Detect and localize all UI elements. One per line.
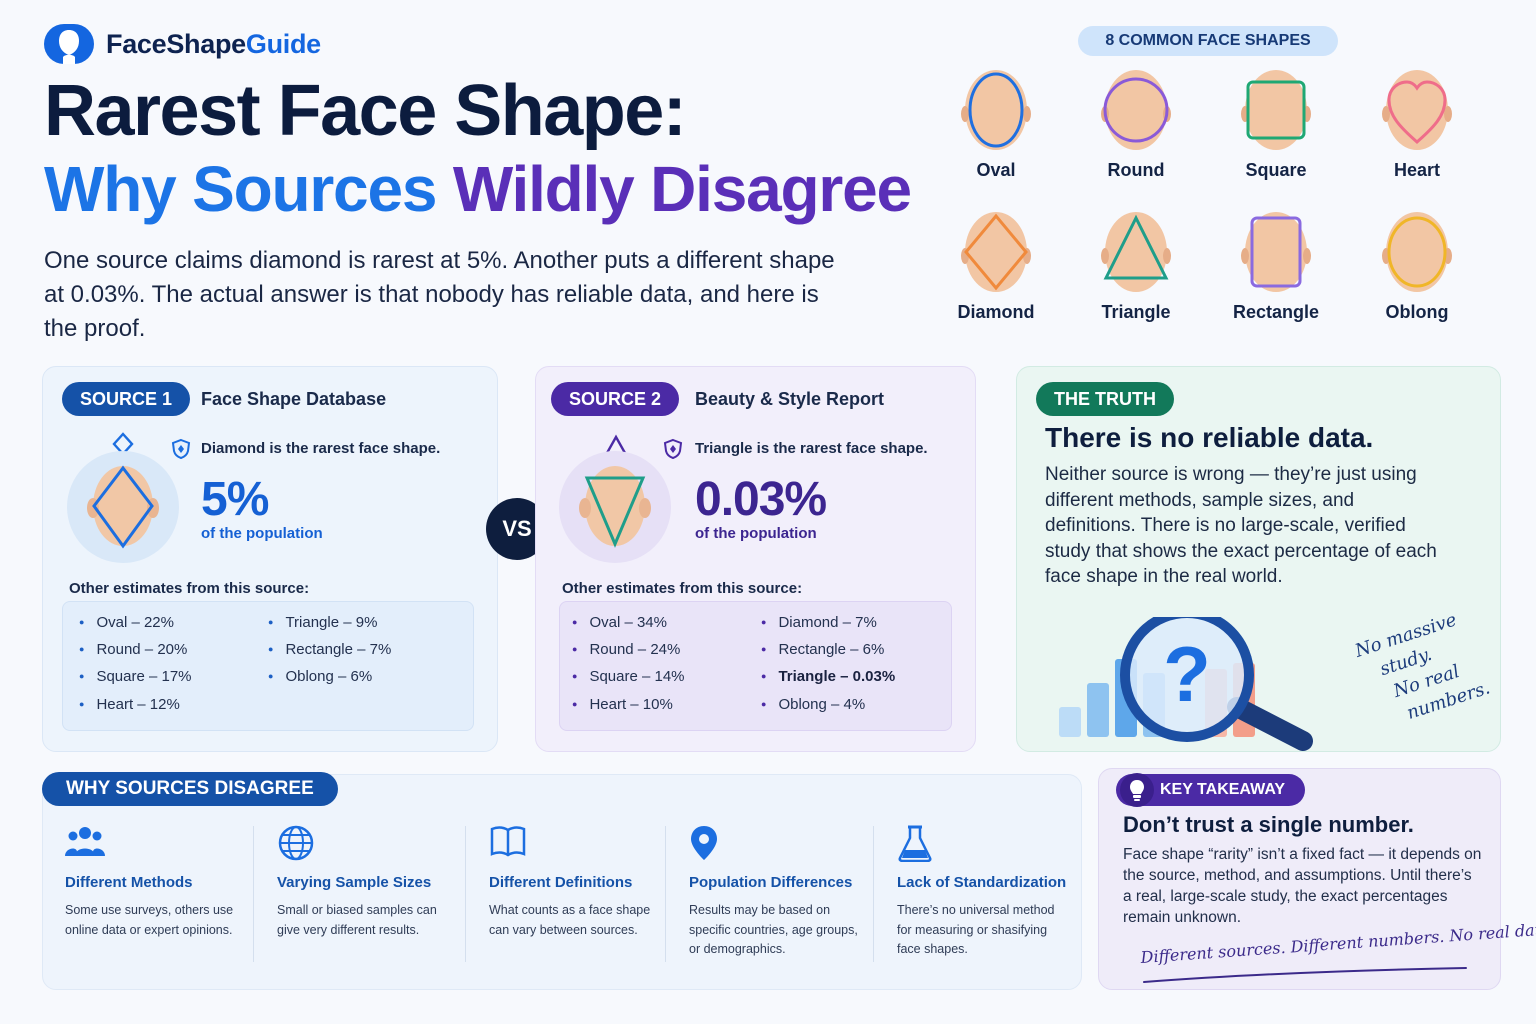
face-shape-rectangle: Rectangle	[1206, 206, 1346, 323]
round-face-icon	[1101, 70, 1171, 150]
underline-stroke	[1143, 967, 1467, 983]
estimate-item: Oval – 22%	[79, 614, 174, 631]
face-shape-heart: Heart	[1347, 64, 1487, 181]
source1-name: Face Shape Database	[201, 389, 387, 409]
estimate-item: Oval – 34%	[572, 614, 667, 631]
estimate-item: Oblong – 4%	[761, 696, 865, 713]
people-icon	[65, 824, 235, 862]
square-face-icon	[1241, 70, 1311, 150]
column-divider	[465, 826, 466, 962]
face-shape-label: Heart	[1393, 160, 1441, 180]
face-shape-oval: Oval	[926, 64, 1066, 181]
book-icon	[489, 824, 659, 862]
source2-face-icon	[559, 451, 671, 563]
reason-varying-sample-sizes: Varying Sample Sizes Small or biased sam…	[277, 824, 447, 940]
source1-percent: 5%	[201, 473, 269, 526]
column-divider	[665, 826, 666, 962]
shapes-pill: 8 COMMON FACE SHAPES	[1078, 26, 1338, 56]
oval-face-icon	[961, 70, 1031, 150]
diamond-face-icon	[961, 212, 1031, 292]
brand-name: FaceShapeGuide	[106, 28, 321, 59]
source1-claim: Diamond is the rarest face shape.	[201, 440, 441, 457]
source1-face-icon	[67, 451, 179, 563]
source2-other-title: Other estimates from this source:	[562, 580, 803, 597]
reason-title: Lack of Standardization	[897, 874, 1067, 891]
page-title: Rarest Face Shape:	[44, 71, 687, 151]
reason-title: Varying Sample Sizes	[277, 874, 432, 891]
why-disagree-panel	[42, 774, 1082, 990]
source2-name: Beauty & Style Report	[695, 389, 885, 409]
estimate-item: Heart – 10%	[572, 696, 672, 713]
reason-description: There’s no universal method for measurin…	[897, 903, 1055, 956]
oblong-face-icon	[1382, 212, 1452, 292]
estimate-item: Triangle – 0.03%	[761, 668, 895, 685]
estimate-item: Heart – 12%	[79, 696, 179, 713]
estimate-item: Square – 14%	[572, 668, 684, 685]
face-shape-oblong: Oblong	[1347, 206, 1487, 323]
estimate-item: Round – 20%	[79, 641, 187, 658]
column-divider	[873, 826, 874, 962]
face-shape-diamond: Diamond	[926, 206, 1066, 323]
reason-different-definitions: Different Definitions What counts as a f…	[489, 824, 659, 940]
reason-description: Results may be based on specific countri…	[689, 903, 858, 956]
face-shape-label: Rectangle	[1232, 302, 1320, 322]
flask-icon	[897, 824, 1067, 863]
estimate-item: Rectangle – 6%	[761, 641, 884, 658]
intro-text: One source claims diamond is rarest at 5…	[44, 247, 835, 342]
source2-percent-caption: of the population	[695, 525, 817, 542]
source2-claim: Triangle is the rarest face shape.	[695, 440, 928, 457]
reason-title: Population Differences	[689, 874, 853, 891]
source2-pill: SOURCE 2	[551, 382, 680, 416]
estimate-item: Rectangle – 7%	[268, 641, 391, 658]
reason-description: Some use surveys, others use online data…	[65, 903, 234, 937]
heart-face-icon	[1382, 70, 1452, 150]
column-divider	[253, 826, 254, 962]
location-pin-icon	[689, 824, 869, 862]
truth-body: Neither source is wrong — they’re just u…	[1045, 464, 1437, 587]
reason-description: What counts as a face shape can vary bet…	[489, 903, 651, 937]
face-shape-square: Square	[1206, 64, 1346, 181]
estimate-item: Round – 24%	[572, 641, 680, 658]
face-logo-icon	[44, 24, 94, 64]
shield-icon	[663, 438, 683, 460]
source1-percent-caption: of the population	[201, 525, 323, 542]
lightbulb-icon	[1120, 773, 1154, 807]
reason-description: Small or biased samples can give very di…	[277, 903, 437, 937]
page-subtitle: Why Sources Wildly Disagree	[44, 153, 912, 225]
source1-other-title: Other estimates from this source:	[69, 580, 310, 597]
brand[interactable]: FaceShapeGuide	[44, 24, 321, 64]
reason-lack-of-standardization: Lack of Standardization There’s no unive…	[897, 824, 1067, 960]
truth-heading: There is no reliable data.	[1045, 422, 1374, 453]
face-shape-label: Square	[1245, 160, 1307, 180]
reason-title: Different Definitions	[489, 874, 633, 891]
svg-text:?: ?	[1163, 630, 1211, 718]
face-shape-label: Oblong	[1385, 302, 1449, 322]
estimate-item: Diamond – 7%	[761, 614, 876, 631]
face-shape-label: Round	[1107, 160, 1165, 180]
shield-icon	[171, 438, 191, 460]
estimate-item: Oblong – 6%	[268, 668, 372, 685]
takeaway-body: Face shape “rarity” isn’t a fixed fact —…	[1123, 846, 1482, 926]
face-shape-label: Triangle	[1101, 302, 1171, 322]
reason-different-methods: Different Methods Some use surveys, othe…	[65, 824, 235, 940]
why-disagree-pill: WHY SOURCES DISAGREE	[42, 772, 338, 806]
face-shape-label: Oval	[976, 160, 1016, 180]
reason-population-differences: Population Differences Results may be ba…	[689, 824, 869, 960]
estimate-item: Square – 17%	[79, 668, 191, 685]
source2-percent: 0.03%	[695, 473, 827, 526]
rectangle-face-icon	[1241, 212, 1311, 292]
face-shape-label: Diamond	[957, 302, 1035, 322]
estimate-item: Triangle – 9%	[268, 614, 377, 631]
face-shape-round: Round	[1066, 64, 1206, 181]
face-shape-triangle: Triangle	[1066, 206, 1206, 323]
magnifier-chart-icon: ?	[1059, 617, 1313, 751]
truth-pill: THE TRUTH	[1036, 382, 1174, 416]
source1-pill: SOURCE 1	[62, 382, 191, 416]
takeaway-heading: Don’t trust a single number.	[1123, 812, 1414, 837]
triangle-face-icon	[1101, 212, 1171, 292]
reason-title: Different Methods	[65, 874, 193, 891]
globe-icon	[277, 824, 447, 862]
truth-card: ?	[1016, 366, 1501, 752]
